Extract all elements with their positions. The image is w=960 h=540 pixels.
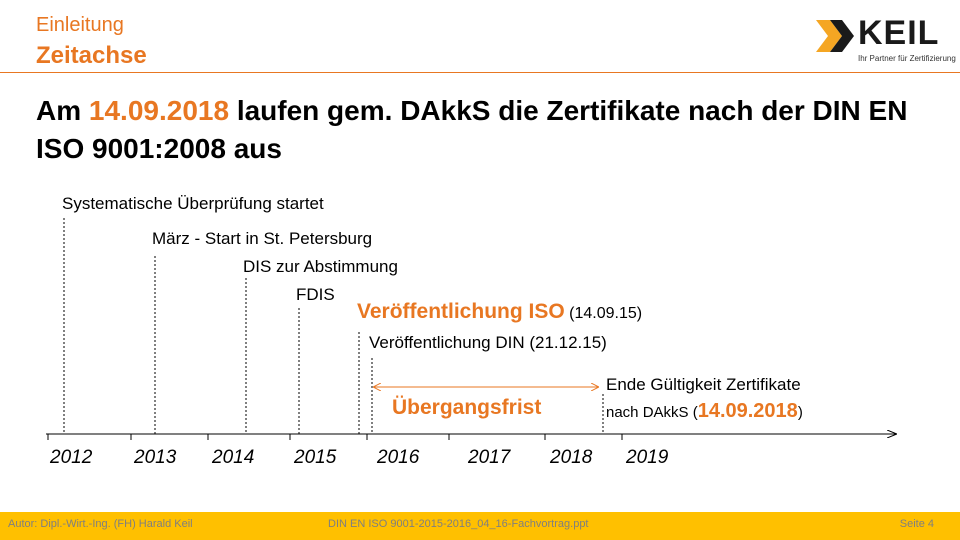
section-subtitle: Zeitachse [36,42,147,69]
event-dis: DIS zur Abstimmung [243,257,398,276]
event-iso-pub-date: (14.09.15) [564,305,643,322]
event-din-pub-label: Veröffentlichung DIN [369,333,525,352]
logo-wordmark: KEIL [858,14,940,52]
year-label: 2013 [134,447,177,468]
headline-part1: Am [36,95,89,126]
event-end-validity: Ende Gültigkeit Zertifikate [606,375,801,394]
event-march-start: März - Start in St. Petersburg [152,229,373,248]
header-divider [0,72,960,73]
year-label: 2014 [212,447,255,468]
end-validity-suffix: ) [797,404,803,421]
headline: Am 14.09.2018 laufen gem. DAkkS die Zert… [36,92,936,168]
transition-label: Übergangsfrist [392,396,542,419]
event-review: Systematische Überprüfung startet [62,194,324,213]
section-title: Einleitung [36,14,124,36]
year-label: 2015 [294,447,337,468]
year-label: 2016 [377,447,420,468]
event-din-pub-date: (21.12.15) [524,333,607,352]
keil-logo-icon [816,20,854,52]
event-fdis: FDIS [296,285,335,304]
year-label: 2017 [468,447,511,468]
event-din-pub: Veröffentlichung DIN (21.12.15) [369,333,607,353]
logo-tagline: Ihr Partner für Zertifizierung [858,54,956,63]
year-label: 2012 [50,447,93,468]
headline-date: 14.09.2018 [88,95,230,126]
timeline-ticks [47,434,623,440]
event-iso-pub-label: Veröffentlichung ISO [357,300,565,323]
headline-part2: laufen gem. DAkkS die Zertifikate nach d… [36,95,908,164]
event-iso-pub: Veröffentlichung ISO (14.09.15) [357,300,642,324]
footer-filename: DIN EN ISO 9001-2015-2016_04_16-Fachvort… [328,518,589,530]
footer-author: Autor: Dipl.-Wirt.-Ing. (FH) Harald Keil [8,518,193,530]
event-end-validity-detail: nach DAkkS (14.09.2018) [606,400,803,423]
year-label: 2018 [550,447,593,468]
footer-bar [0,512,960,540]
end-validity-date: 14.09.2018 [697,400,798,422]
footer-page-number: Seite 4 [899,518,934,530]
year-label: 2019 [626,447,669,468]
end-validity-prefix: nach DAkkS ( [606,404,698,421]
